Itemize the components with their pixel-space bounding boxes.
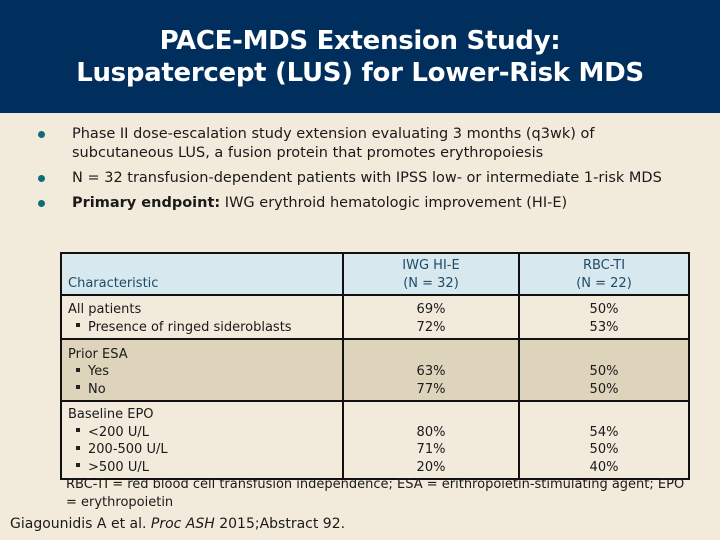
table-row: Baseline EPO <200 U/L 200-500 U/L >500 U… bbox=[60, 400, 690, 480]
results-table: Characteristic IWG HI-E (N = 32) RBC-TI (N… bbox=[60, 252, 690, 480]
rbc-ti-values: 50% 53% bbox=[518, 294, 690, 340]
header-iwg-hie: IWG HI-E (N = 32) bbox=[342, 252, 520, 296]
rbc-ti-values: 50% 50% bbox=[518, 338, 690, 402]
table-header-row: Characteristic IWG HI-E (N = 32) RBC-TI (N… bbox=[60, 252, 690, 296]
bullet-dot-icon bbox=[38, 131, 45, 138]
title-banner: PACE-MDS Extension Study: Luspatercept (… bbox=[0, 0, 720, 113]
bullet-text: Phase II dose-escalation study extension… bbox=[72, 126, 595, 161]
row-label: Baseline EPO <200 U/L 200-500 U/L >500 U… bbox=[60, 400, 344, 480]
rbc-ti-values: 54% 50% 40% bbox=[518, 400, 690, 480]
journal-name: Proc ASH bbox=[150, 516, 215, 532]
square-bullet-icon bbox=[76, 445, 80, 450]
iwg-hie-values: 80% 71% 20% bbox=[342, 400, 520, 480]
bullet-item: Phase II dose-escalation study extension… bbox=[38, 125, 698, 163]
bullet-text: IWG erythroid hematologic improvement (H… bbox=[220, 195, 568, 211]
header-characteristic: Characteristic bbox=[60, 252, 344, 296]
bullet-text: N = 32 transfusion-dependent patients wi… bbox=[72, 170, 662, 186]
square-bullet-icon bbox=[76, 367, 80, 372]
iwg-hie-values: 63% 77% bbox=[342, 338, 520, 402]
bullet-item: N = 32 transfusion-dependent patients wi… bbox=[38, 169, 698, 188]
citation: Giagounidis A et al. Proc ASH 2015;Abstr… bbox=[10, 516, 346, 532]
row-label: Prior ESA Yes No bbox=[60, 338, 344, 402]
iwg-hie-values: 69% 72% bbox=[342, 294, 520, 340]
title-line-1: PACE-MDS Extension Study: bbox=[159, 25, 561, 56]
bullet-item: Primary endpoint: IWG erythroid hematolo… bbox=[38, 194, 698, 213]
bullet-bold-label: Primary endpoint: bbox=[72, 195, 221, 211]
slide-title: PACE-MDS Extension Study: Luspatercept (… bbox=[76, 25, 644, 89]
row-label: All patients Presence of ringed siderobl… bbox=[60, 294, 344, 340]
table-row: All patients Presence of ringed siderobl… bbox=[60, 294, 690, 340]
table-footnote: RBC-TI = red blood cell transfusion inde… bbox=[66, 477, 685, 510]
square-bullet-icon bbox=[76, 428, 80, 432]
title-line-2: Luspatercept (LUS) for Lower-Risk MDS bbox=[76, 57, 644, 88]
bullet-list: Phase II dose-escalation study extension… bbox=[38, 125, 698, 219]
header-rbc-ti: RBC-TI (N = 22) bbox=[518, 252, 690, 296]
table-row: Prior ESA Yes No 63% 77% 50% 50% bbox=[60, 338, 690, 402]
bullet-dot-icon bbox=[38, 200, 45, 207]
square-bullet-icon bbox=[76, 385, 80, 389]
square-bullet-icon bbox=[76, 323, 80, 327]
bullet-dot-icon bbox=[38, 175, 45, 182]
square-bullet-icon bbox=[76, 463, 80, 467]
